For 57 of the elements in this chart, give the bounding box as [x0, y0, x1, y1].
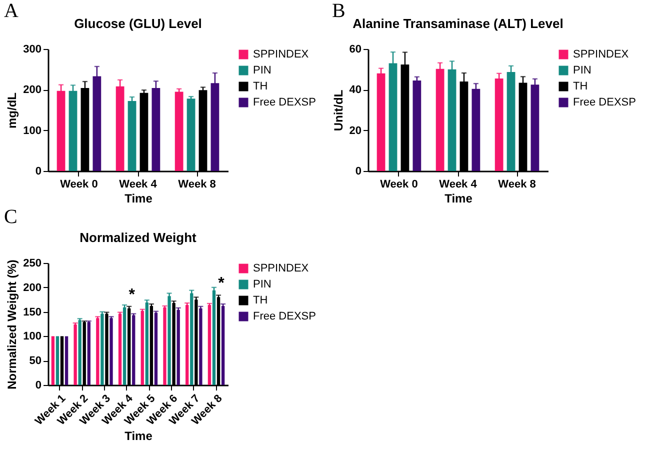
- legend-label: PIN: [253, 64, 272, 76]
- legend-label: PIN: [573, 64, 592, 76]
- bar: [376, 73, 386, 171]
- x-tick-label: Week 0: [60, 178, 98, 190]
- bar: [494, 78, 504, 171]
- y-tick-label: 300: [23, 44, 42, 56]
- x-axis-title: Time: [124, 428, 153, 443]
- legend-label: Free DEXSP: [253, 310, 316, 322]
- bar: [174, 92, 184, 171]
- annotation: *: [218, 275, 226, 292]
- y-tick-label: 100: [23, 330, 42, 343]
- legend-label: PIN: [253, 278, 272, 290]
- y-tick-label: 0: [35, 380, 42, 392]
- x-tick-label: Week 4: [119, 178, 158, 190]
- y-tick-label: 100: [23, 124, 42, 137]
- y-tick-label: 40: [349, 84, 362, 96]
- bar: [64, 336, 68, 385]
- x-tick-label: Week 8: [178, 178, 216, 190]
- bar: [212, 290, 216, 385]
- bar: [128, 101, 136, 171]
- chart-title: Alanine Transaminase (ALT) Level: [352, 16, 564, 31]
- annotation: *: [128, 286, 136, 304]
- x-tick-label: Week 0: [380, 178, 418, 190]
- text: C: [4, 206, 18, 229]
- x-tick-label: Week 4: [439, 178, 478, 190]
- chart-title: Glucose (GLU) Level: [74, 16, 202, 31]
- legend-label: Free DEXSP: [573, 96, 636, 108]
- bar: [168, 296, 171, 385]
- y-tick-label: 50: [29, 355, 42, 368]
- y-tick-label: 200: [23, 84, 42, 96]
- bar: [51, 336, 55, 385]
- x-axis-title: Time: [124, 192, 153, 206]
- legend-label: TH: [573, 80, 588, 92]
- y-tick-label: 250: [23, 258, 42, 270]
- legend-label: TH: [253, 294, 268, 306]
- text: A: [4, 0, 18, 23]
- legend-label: SPPINDEX: [253, 262, 310, 274]
- legend-label: SPPINDEX: [253, 48, 310, 60]
- y-tick-label: 0: [35, 166, 42, 178]
- bar: [190, 293, 194, 385]
- text: B: [332, 0, 346, 23]
- y-tick-label: 150: [23, 306, 42, 318]
- y-tick-label: 0: [355, 166, 362, 178]
- legend-label: SPPINDEX: [573, 48, 630, 60]
- x-axis-title: Time: [444, 192, 473, 206]
- legend-label: Free DEXSP: [253, 96, 316, 108]
- y-tick-label: 200: [23, 282, 42, 294]
- bar: [56, 336, 60, 385]
- x-tick-label: Week 8: [498, 178, 536, 190]
- chart-title: Normalized Weight: [80, 230, 198, 245]
- y-tick-label: 60: [349, 44, 362, 56]
- bar: [412, 80, 422, 171]
- y-axis-title: mg/dL: [5, 92, 20, 128]
- legend-label: TH: [253, 80, 268, 92]
- y-axis-title: Normalized Weight (%): [5, 260, 20, 390]
- y-tick-label: 20: [349, 124, 362, 137]
- y-axis-title: Unit/dL: [331, 90, 346, 132]
